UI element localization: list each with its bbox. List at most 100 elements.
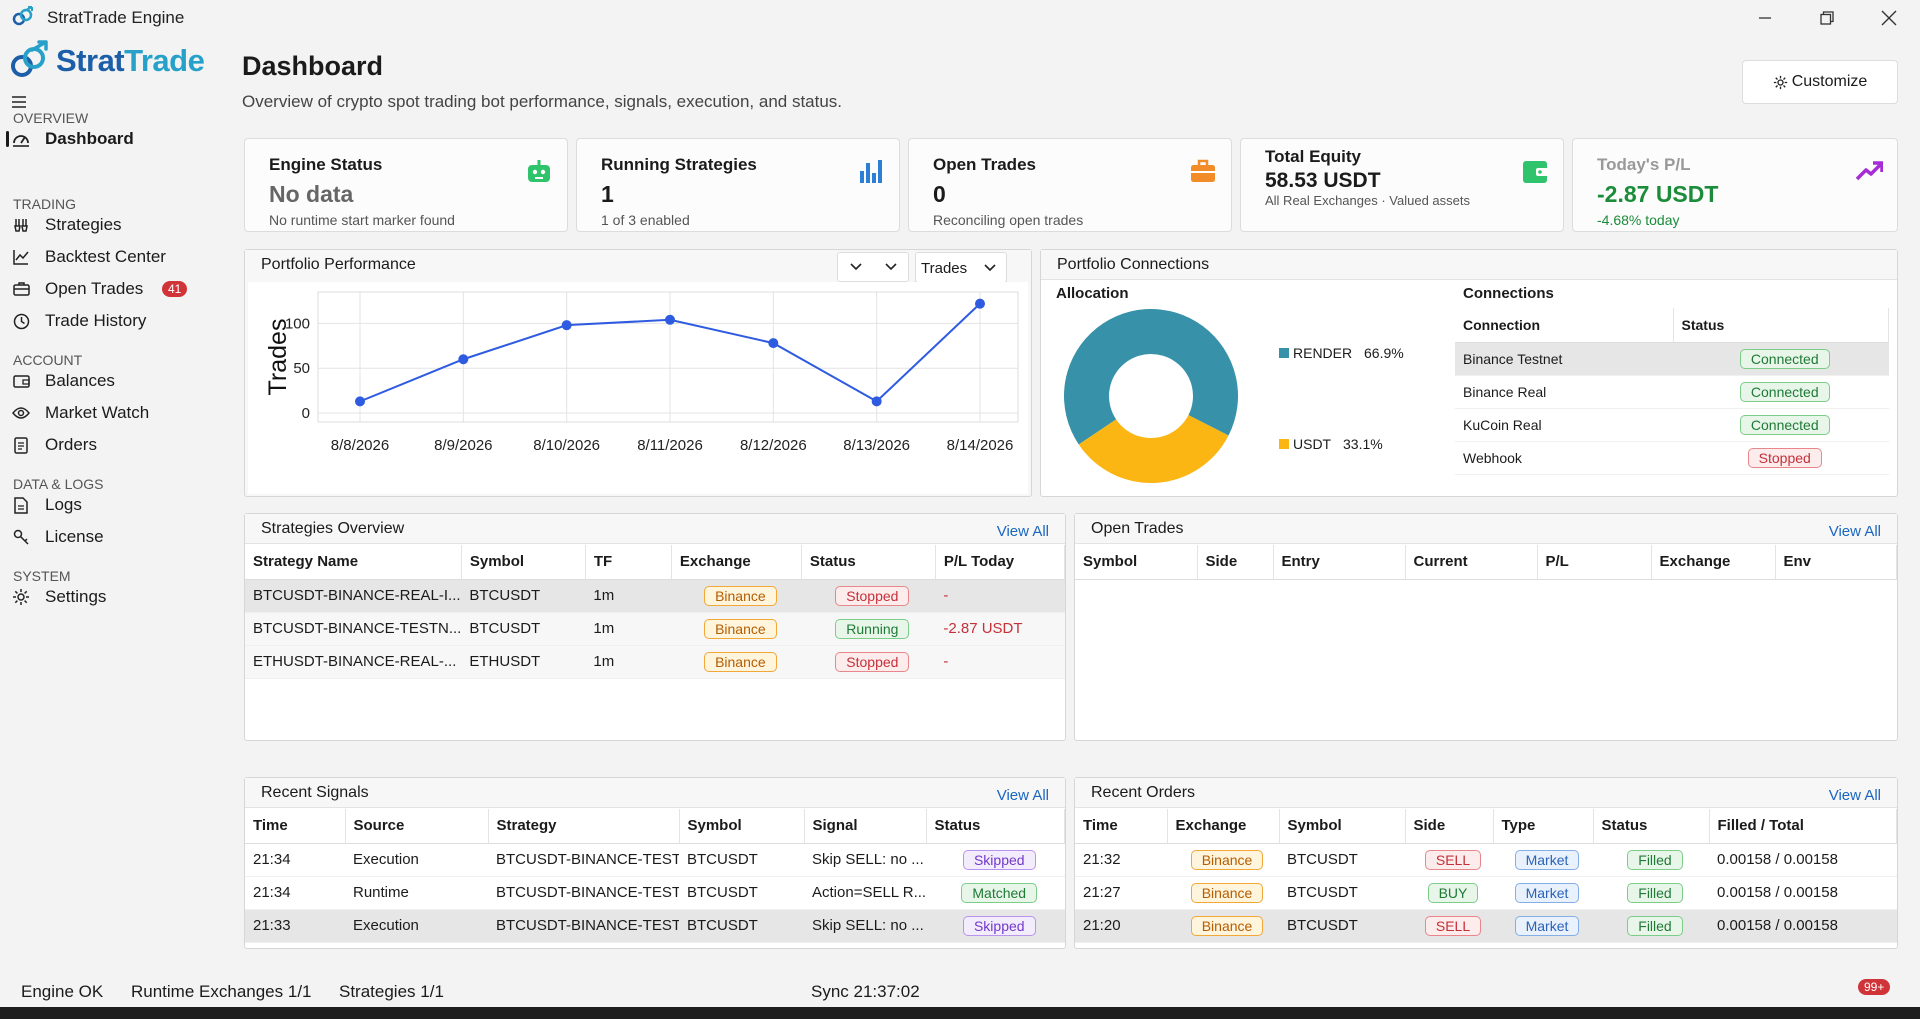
table-row[interactable]: 21:32 Binance BTCUSDT SELL Market Filled…	[1075, 843, 1897, 877]
sidebar-item-orders[interactable]: Orders	[0, 431, 210, 459]
sidebar-item-balances[interactable]: Balances	[0, 367, 210, 395]
column-header[interactable]: Status	[1593, 809, 1710, 844]
robot-icon	[528, 160, 550, 182]
column-header[interactable]: Signal	[804, 809, 927, 844]
card-title: Open Trades	[933, 155, 1036, 174]
column-header[interactable]: Strategy	[488, 809, 680, 844]
table-row[interactable]: ETHUSDT-BINANCE-REAL-... ETHUSDT 1m Binanc…	[245, 645, 1065, 679]
column-header[interactable]: Status	[926, 809, 1065, 844]
todays-pl-card[interactable]: Today's P/L -2.87 USDT -4.68% today	[1572, 138, 1898, 232]
close-button[interactable]	[1866, 4, 1912, 32]
sidebar-item-trade-history[interactable]: Trade History	[0, 307, 210, 335]
chart-metric-select[interactable]: Trades	[915, 252, 1007, 284]
table-row[interactable]: 21:20 Binance BTCUSDT SELL Market Filled…	[1075, 909, 1897, 943]
restore-button[interactable]	[1804, 4, 1850, 32]
sidebar-item-backtest-center[interactable]: Backtest Center	[0, 243, 210, 271]
column-header[interactable]: Side	[1197, 545, 1274, 580]
type-badge: Market	[1514, 849, 1580, 870]
chart-range-dropdown[interactable]	[837, 252, 909, 282]
strategy-name: BTCUSDT-BINANCE-REAL-I...	[245, 579, 462, 613]
table-row[interactable]: BTCUSDT-BINANCE-TESTN... BTCUSDT 1m Binanc…	[245, 612, 1065, 646]
sidebar-item-strategies[interactable]: Strategies	[0, 211, 210, 239]
card-value: 1	[601, 181, 614, 207]
plot-border	[317, 291, 1019, 423]
symbol-cell: BTCUSDT	[461, 612, 586, 646]
table-row[interactable]: 21:34 Runtime BTCUSDT-BINANCE-TEST... BTCUS…	[245, 876, 1065, 910]
notifications-badge[interactable]: 99+	[1858, 979, 1891, 995]
type-badge: Market	[1514, 915, 1580, 936]
column-header[interactable]: Symbol	[1279, 809, 1406, 844]
column-header[interactable]: Symbol	[679, 809, 805, 844]
card-title: Engine Status	[269, 155, 383, 174]
column-header[interactable]: Exchange	[671, 545, 802, 580]
column-header[interactable]: Time	[245, 809, 346, 844]
brand-logo[interactable]: StratTrade	[6, 38, 205, 84]
sidebar-item-settings[interactable]: Settings	[0, 583, 210, 611]
column-header[interactable]: Current	[1405, 545, 1538, 580]
table-row[interactable]: 21:27 Binance BTCUSDT BUY Market Filled …	[1075, 876, 1897, 910]
table-row[interactable]: Binance Testnet Connected	[1455, 342, 1889, 376]
total-equity-card[interactable]: Total Equity 58.53 USDT All Real Exchang…	[1240, 138, 1564, 232]
sidebar-item-label: Open Trades	[45, 279, 144, 298]
column-header[interactable]: Source	[345, 809, 489, 844]
table-row[interactable]: Webhook Stopped	[1455, 441, 1889, 475]
nav-section-trading: TRADING	[13, 196, 76, 212]
hamburger-menu-icon[interactable]	[12, 96, 26, 108]
column-header[interactable]: Status	[801, 545, 936, 580]
column-header[interactable]: Env	[1775, 545, 1897, 580]
view-all-link[interactable]: View All	[1828, 787, 1881, 804]
column-header[interactable]: Exchange	[1651, 545, 1776, 580]
sidebar-item-logs[interactable]: Logs	[0, 491, 210, 519]
time-cell: 21:34	[245, 876, 345, 910]
status-bar: Engine OK Runtime Exchanges 1/1 Strategi…	[0, 976, 1920, 1006]
column-header[interactable]: P/L Today	[935, 545, 1066, 580]
filled-cell: 0.00158 / 0.00158	[1709, 843, 1897, 877]
column-header[interactable]: Status	[1673, 308, 1889, 343]
table-row[interactable]: KuCoin Real Connected	[1455, 408, 1889, 442]
column-header[interactable]: Side	[1405, 809, 1494, 844]
performance-line-chart: 0 50 100 8/8/2026 8/9/2026 8/10/2026 8/11/2026…	[248, 282, 1028, 494]
table-row[interactable]: BTCUSDT-BINANCE-REAL-I... BTCUSDT 1m Binan…	[245, 579, 1065, 613]
column-header[interactable]: Symbol	[461, 545, 586, 580]
column-header[interactable]: TF	[585, 545, 672, 580]
time-cell: 21:27	[1075, 876, 1167, 910]
column-header[interactable]: Exchange	[1167, 809, 1280, 844]
donut-slice-usdt	[1078, 415, 1229, 483]
sidebar-item-open-trades[interactable]: Open Trades 41	[0, 275, 210, 303]
signal-cell: Skip SELL: no ...	[804, 909, 926, 943]
sidebar-item-dashboard[interactable]: Dashboard	[0, 125, 210, 153]
column-header[interactable]: Strategy Name	[245, 545, 462, 580]
panel-header: Open Trades View All	[1075, 514, 1897, 544]
restore-icon	[1820, 11, 1834, 25]
timeframe-cell: 1m	[585, 612, 672, 646]
minimize-button[interactable]	[1742, 4, 1788, 32]
column-header[interactable]: Filled / Total	[1709, 809, 1897, 844]
customize-button[interactable]: Customize	[1742, 60, 1898, 104]
table-row[interactable]: Binance Real Connected	[1455, 375, 1889, 409]
column-header[interactable]: Symbol	[1075, 545, 1198, 580]
view-all-link[interactable]: View All	[996, 787, 1049, 804]
view-all-link[interactable]: View All	[1828, 523, 1881, 540]
open-trades-card[interactable]: Open Trades 0 Reconciling open trades	[908, 138, 1232, 232]
sidebar-item-license[interactable]: License	[0, 523, 210, 551]
sidebar-item-market-watch[interactable]: Market Watch	[0, 399, 210, 427]
column-header[interactable]: P/L	[1537, 545, 1652, 580]
sidebar-item-label: Dashboard	[45, 129, 134, 148]
source-cell: Execution	[345, 909, 488, 943]
status-badge: Stopped	[835, 585, 910, 606]
running-strategies-card[interactable]: Running Strategies 1 1 of 3 enabled	[576, 138, 900, 232]
column-header[interactable]: Entry	[1273, 545, 1406, 580]
column-header[interactable]: Type	[1493, 809, 1594, 844]
x-tick-label: 8/12/2026	[740, 437, 807, 454]
engine-status-card[interactable]: Engine Status No data No runtime start m…	[244, 138, 568, 232]
column-header[interactable]: Connection	[1455, 308, 1674, 343]
table-row[interactable]: 21:33 Execution BTCUSDT-BINANCE-TEST... BTC…	[245, 909, 1065, 943]
view-all-link[interactable]: View All	[996, 523, 1049, 540]
time-cell: 21:34	[245, 843, 345, 877]
y-tick-label: 100	[285, 315, 310, 332]
exchange-badge: Binance	[1190, 915, 1264, 936]
table-row[interactable]: 21:34 Execution BTCUSDT-BINANCE-TEST... BTC…	[245, 843, 1065, 877]
x-tick-label: 8/8/2026	[331, 437, 389, 454]
column-header[interactable]: Time	[1075, 809, 1168, 844]
symbol-cell: BTCUSDT	[1279, 876, 1405, 910]
